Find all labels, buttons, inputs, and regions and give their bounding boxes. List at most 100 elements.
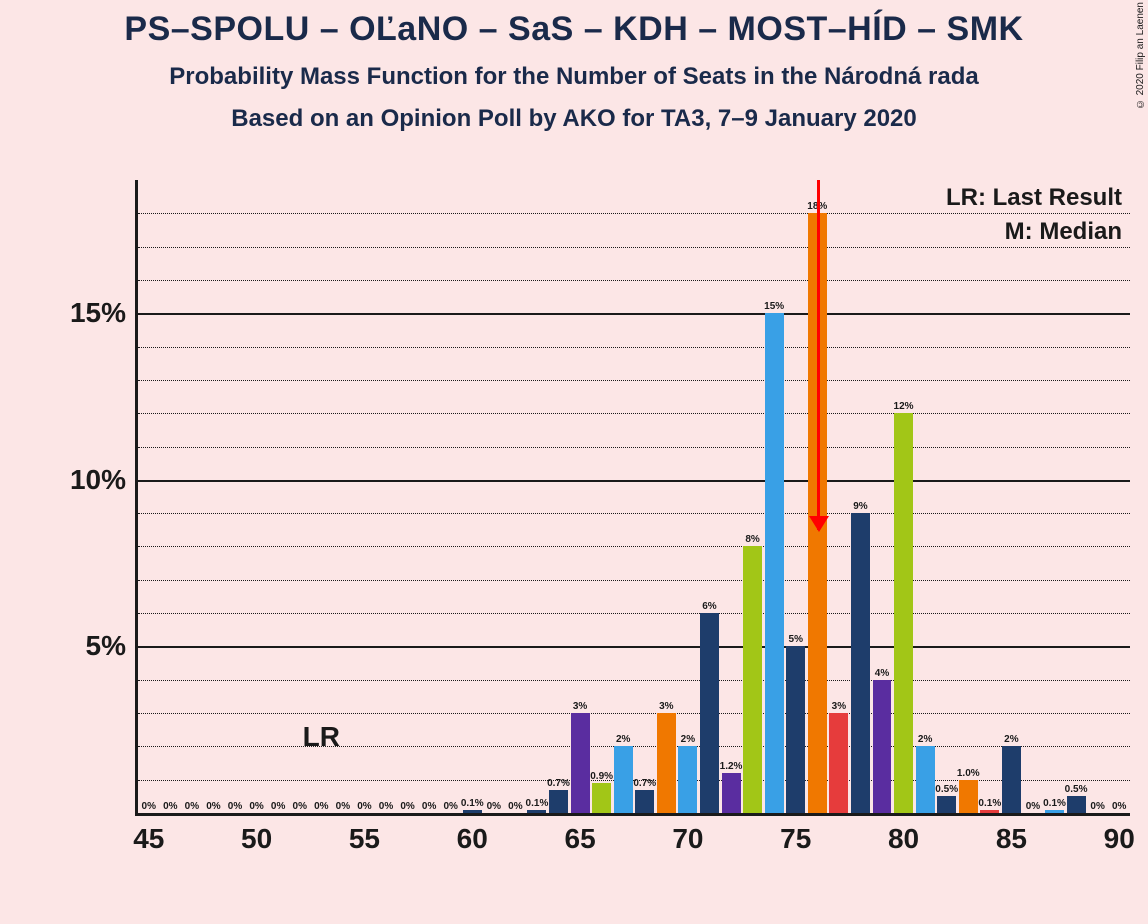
bar-value-label: 0% — [142, 801, 156, 813]
bar-value-label: 0.1% — [526, 798, 549, 810]
legend-m: M: Median — [946, 218, 1122, 246]
bar-value-label: 9% — [853, 501, 867, 513]
bar: 8% — [743, 546, 762, 813]
bar-value-label: 0% — [443, 801, 457, 813]
legend-lr: LR: Last Result — [946, 184, 1122, 212]
bar: 2% — [916, 746, 935, 813]
x-axis-label: 90 — [1104, 813, 1135, 855]
bar-value-label: 0.9% — [590, 771, 613, 783]
y-axis-label: 10% — [70, 464, 138, 496]
bar-value-label: 0.7% — [547, 778, 570, 790]
bar-value-label: 2% — [616, 734, 630, 746]
bar-value-label: 0% — [185, 801, 199, 813]
x-axis-label: 60 — [457, 813, 488, 855]
x-axis-label: 55 — [349, 813, 380, 855]
bar-value-label: 0% — [1090, 801, 1104, 813]
bar-value-label: 0% — [379, 801, 393, 813]
bar-value-label: 0.5% — [935, 784, 958, 796]
x-axis-label: 75 — [780, 813, 811, 855]
bar: 3% — [657, 713, 676, 813]
bar-value-label: 0% — [206, 801, 220, 813]
x-axis-label: 65 — [565, 813, 596, 855]
grid-minor — [138, 546, 1130, 547]
bar: 9% — [851, 513, 870, 813]
bar: 0.1% — [527, 810, 546, 813]
grid-minor — [138, 580, 1130, 581]
bar-value-label: 3% — [659, 701, 673, 713]
grid-minor — [138, 613, 1130, 614]
grid-minor — [138, 280, 1130, 281]
bar: 0.1% — [463, 810, 482, 813]
bar: 2% — [678, 746, 697, 813]
bar: 3% — [829, 713, 848, 813]
bar: 3% — [571, 713, 590, 813]
grid-minor — [138, 713, 1130, 714]
plot-area: LR: Last Result M: Median 5%10%15%455055… — [135, 180, 1130, 816]
grid-major — [138, 646, 1130, 648]
bar-value-label: 0% — [228, 801, 242, 813]
bar-value-label: 12% — [894, 401, 914, 413]
bar: 0.1% — [980, 810, 999, 813]
bar-value-label: 1.2% — [720, 761, 743, 773]
chart-subtitle: Probability Mass Function for the Number… — [0, 49, 1148, 91]
bar: 0.5% — [937, 796, 956, 813]
bar-value-label: 0% — [163, 801, 177, 813]
bar-value-label: 5% — [789, 634, 803, 646]
y-axis-label: 15% — [70, 297, 138, 329]
bar: 0.7% — [635, 790, 654, 813]
grid-minor — [138, 413, 1130, 414]
grid-minor — [138, 680, 1130, 681]
bar-value-label: 0.1% — [978, 798, 1001, 810]
bar-value-label: 0.7% — [633, 778, 656, 790]
bar: 0.5% — [1067, 796, 1086, 813]
last-result-marker: LR — [303, 721, 340, 753]
bar: 1.2% — [722, 773, 741, 813]
bar-value-label: 0% — [336, 801, 350, 813]
median-arrow — [817, 180, 820, 530]
bar-value-label: 8% — [745, 534, 759, 546]
bar: 0.9% — [592, 783, 611, 813]
bar-value-label: 0% — [357, 801, 371, 813]
grid-minor — [138, 380, 1130, 381]
bar-value-label: 2% — [918, 734, 932, 746]
bar: 2% — [1002, 746, 1021, 813]
bar: 0.7% — [549, 790, 568, 813]
grid-minor — [138, 347, 1130, 348]
copyright-text: © 2020 Filip an Laenen — [1135, 2, 1146, 109]
bar-value-label: 6% — [702, 601, 716, 613]
bar: 2% — [614, 746, 633, 813]
bar-value-label: 1.0% — [957, 768, 980, 780]
bar-value-label: 0% — [314, 801, 328, 813]
grid-minor — [138, 447, 1130, 448]
bar-value-label: 0% — [249, 801, 263, 813]
bar-value-label: 15% — [764, 301, 784, 313]
x-axis-label: 85 — [996, 813, 1027, 855]
bar-value-label: 0.1% — [461, 798, 484, 810]
bar-value-label: 0% — [271, 801, 285, 813]
bar: 6% — [700, 613, 719, 813]
bar-value-label: 2% — [1004, 734, 1018, 746]
grid-minor — [138, 213, 1130, 214]
y-axis-label: 5% — [86, 630, 138, 662]
bar-value-label: 0% — [1112, 801, 1126, 813]
bar: 15% — [765, 313, 784, 813]
chart-area: LR: Last Result M: Median 5%10%15%455055… — [40, 180, 1138, 864]
bar-value-label: 0% — [1026, 801, 1040, 813]
bar-value-label: 4% — [875, 668, 889, 680]
grid-major — [138, 480, 1130, 482]
chart-subtitle2: Based on an Opinion Poll by AKO for TA3,… — [0, 91, 1148, 133]
x-axis-label: 80 — [888, 813, 919, 855]
grid-minor — [138, 247, 1130, 248]
grid-minor — [138, 746, 1130, 747]
bar: 0.1% — [1045, 810, 1064, 813]
bar-value-label: 2% — [681, 734, 695, 746]
bar-value-label: 0% — [487, 801, 501, 813]
bar-value-label: 0% — [422, 801, 436, 813]
bar-value-label: 0.1% — [1043, 798, 1066, 810]
bar-value-label: 0.5% — [1065, 784, 1088, 796]
chart-title: PS–SPOLU – OĽaNO – SaS – KDH – MOST–HÍD … — [0, 0, 1148, 49]
bar: 1.0% — [959, 780, 978, 813]
grid-minor — [138, 513, 1130, 514]
bar-value-label: 0% — [400, 801, 414, 813]
x-axis-label: 70 — [672, 813, 703, 855]
